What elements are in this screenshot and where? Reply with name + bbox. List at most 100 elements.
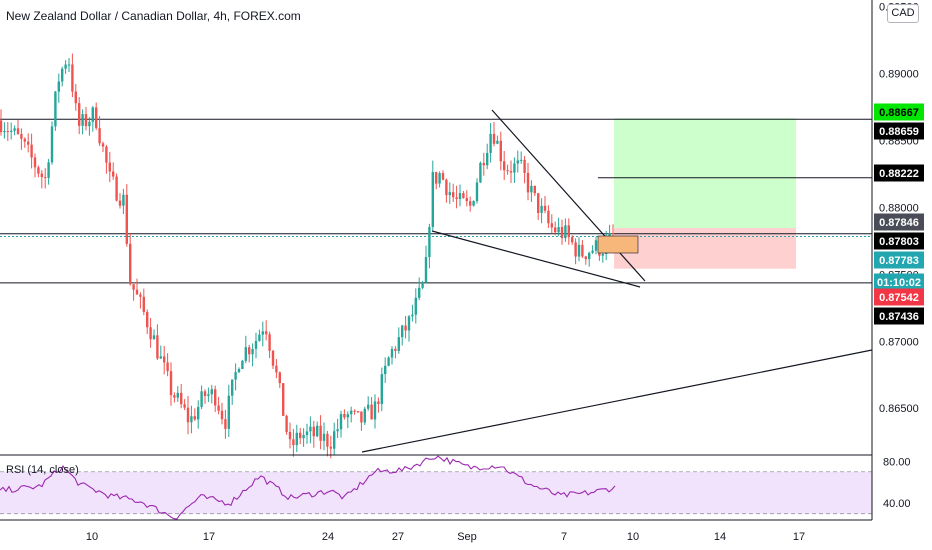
candle-body <box>421 282 424 288</box>
candle-body <box>224 419 227 429</box>
candle-body <box>135 289 139 295</box>
price-label-text: 01:10:02 <box>877 277 921 289</box>
candle-body <box>499 140 502 162</box>
candle-body <box>411 314 414 317</box>
price-label-box <box>874 251 924 269</box>
candle-body <box>550 223 553 228</box>
candle-body <box>152 335 156 340</box>
candle-body <box>129 243 132 285</box>
rsi-axis-tick: 80.00 <box>883 456 911 468</box>
candle-body <box>40 173 43 178</box>
candle-body <box>309 426 312 432</box>
candle-body <box>537 193 540 213</box>
candle-body <box>543 205 547 211</box>
candle-body <box>486 152 489 166</box>
candle-body <box>584 256 587 260</box>
time-axis-tick: 17 <box>793 531 805 543</box>
candle-body <box>523 159 526 173</box>
candle-body <box>214 389 217 406</box>
candle-body <box>74 91 77 104</box>
candle-body <box>452 192 455 198</box>
candle-body <box>509 171 513 173</box>
candle-body <box>98 128 101 144</box>
candle-body <box>163 356 166 363</box>
candle-body <box>251 348 254 355</box>
candle-body <box>560 226 564 239</box>
candle-body <box>10 130 13 132</box>
price-axis-tick: 0.87000 <box>879 336 919 348</box>
candle-body <box>61 68 64 82</box>
candle-body <box>13 128 16 131</box>
candle-body <box>503 161 506 171</box>
candle-body <box>577 244 581 257</box>
price-axis-tick: 0.88000 <box>879 202 919 214</box>
candle-body <box>183 404 186 408</box>
candle-body <box>424 257 428 283</box>
rsi-line <box>0 455 616 520</box>
falling-wedge-lower-line <box>431 230 641 288</box>
candle-body <box>554 227 557 233</box>
candle-body <box>146 311 149 328</box>
candle-body <box>370 404 373 420</box>
candle-body <box>278 372 281 384</box>
horizontal-levels <box>0 118 872 284</box>
candle-body <box>513 163 516 173</box>
candle-body <box>156 335 159 359</box>
candle-body <box>520 159 523 161</box>
candle-body <box>166 362 169 372</box>
candle-body <box>469 201 472 206</box>
candlestick-series <box>0 53 615 459</box>
candle-body <box>207 394 210 396</box>
rsi-indicator-label: RSI (14, close) <box>6 464 79 476</box>
candle-body <box>95 107 98 129</box>
candle-body <box>530 185 533 193</box>
candle-body <box>37 167 40 174</box>
trendline-drawings <box>361 109 873 453</box>
candle-body <box>343 413 346 418</box>
candle-body <box>16 128 20 135</box>
price-label-text: 0.87846 <box>879 217 919 229</box>
candle-body <box>336 429 339 432</box>
candle-body <box>465 198 468 202</box>
candle-body <box>329 446 332 449</box>
candle-body <box>472 201 475 206</box>
price-label-box <box>874 307 924 325</box>
candle-body <box>265 331 268 335</box>
candle-body <box>322 433 326 441</box>
candle-body <box>435 172 438 184</box>
currency-button[interactable]: CAD <box>887 4 919 23</box>
candle-body <box>588 252 591 260</box>
candle-body <box>431 172 434 227</box>
candle-body <box>574 242 577 257</box>
candle-body <box>169 371 173 396</box>
price-label-box <box>874 103 924 121</box>
candle-body <box>397 337 400 351</box>
candle-body <box>387 357 390 366</box>
price-axis-tick: 0.86500 <box>879 403 919 415</box>
loss-zone <box>614 228 796 269</box>
candle-body <box>115 176 118 201</box>
candle-body <box>428 226 431 258</box>
candle-body <box>108 162 111 172</box>
candle-body <box>418 287 421 298</box>
candle-body <box>489 133 492 153</box>
candle-body <box>462 193 465 199</box>
candle-body <box>547 210 550 224</box>
candle-body <box>149 327 152 340</box>
candle-body <box>227 395 230 429</box>
candle-body <box>506 170 509 172</box>
price-label-box <box>874 122 924 140</box>
candle-body <box>27 141 30 145</box>
candle-body <box>326 433 329 447</box>
candle-body <box>601 254 604 256</box>
candle-body <box>441 173 445 180</box>
price-label-text: 0.88667 <box>879 107 919 119</box>
candle-body <box>353 410 356 412</box>
candle-body <box>118 200 122 206</box>
candle-body <box>516 160 519 164</box>
candle-body <box>81 114 84 126</box>
candle-body <box>479 162 482 183</box>
price-label-text: 0.88222 <box>879 168 919 180</box>
